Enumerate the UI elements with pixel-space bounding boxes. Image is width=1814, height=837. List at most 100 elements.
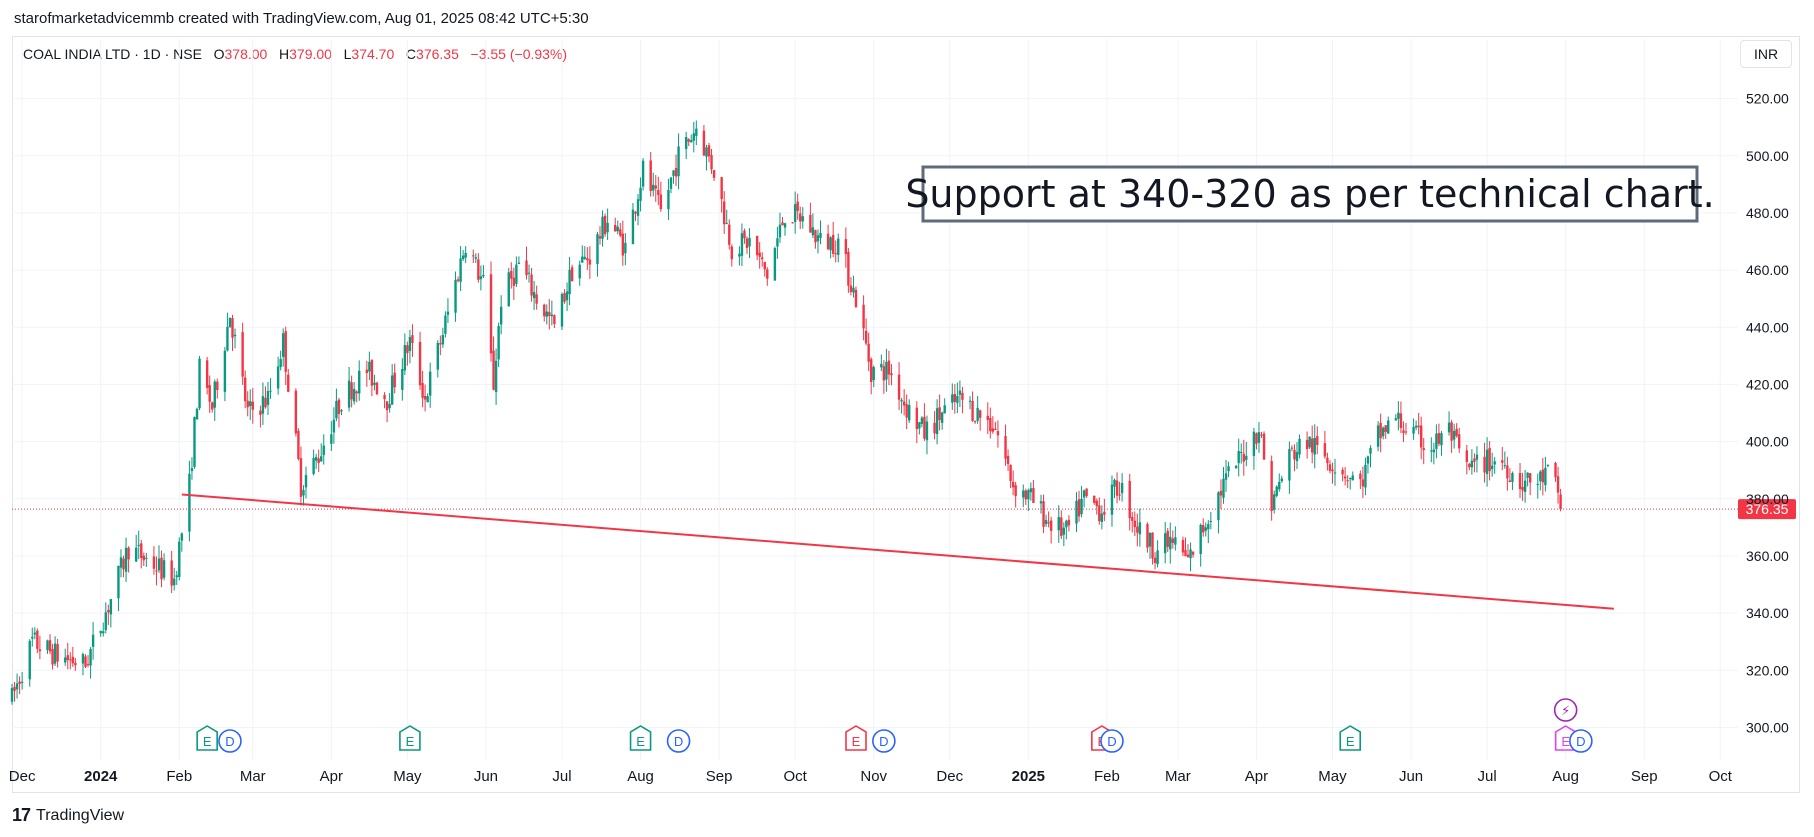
candle-body: [142, 555, 145, 561]
candle-body: [1222, 478, 1225, 498]
candle-body: [532, 292, 536, 299]
candle-body: [791, 222, 794, 224]
candle-body: [1366, 456, 1370, 464]
candle-body: [383, 394, 386, 400]
candle-body: [548, 311, 551, 316]
candle-body: [956, 396, 959, 403]
candle-body: [33, 632, 37, 635]
candle-body: [1189, 549, 1192, 559]
candle-body: [880, 363, 883, 368]
candle-body: [464, 252, 467, 258]
candle-body: [991, 428, 995, 432]
candle-body: [482, 274, 485, 277]
candle-body: [1237, 451, 1240, 464]
candle-body: [304, 475, 308, 488]
split-event-glyph: ⚡: [1561, 703, 1570, 718]
candle-body: [477, 259, 480, 280]
candle-body: [659, 194, 663, 210]
candle-body: [738, 253, 741, 257]
candle-body: [1103, 511, 1106, 515]
candle-body: [1376, 425, 1380, 447]
candle-body: [978, 410, 982, 418]
candle-body: [1146, 524, 1149, 548]
candle-body: [472, 255, 475, 257]
candle-body: [755, 235, 759, 256]
candle-body: [489, 274, 493, 354]
annotation-box: [921, 165, 1699, 223]
candle-body: [340, 410, 343, 412]
candle-body: [1067, 519, 1071, 526]
candle-body: [657, 189, 660, 195]
candle-body: [335, 400, 338, 419]
candle-body: [639, 187, 642, 201]
candle-body: [1133, 520, 1136, 528]
x-tick-label: Nov: [860, 768, 887, 785]
last-price-tag: [1738, 499, 1796, 520]
candle-body: [968, 400, 972, 402]
candle-body: [1430, 450, 1433, 452]
overlay-layer: 376.35 Support at 340-320 as per technica…: [12, 165, 1796, 753]
candle-body: [606, 222, 609, 233]
axes-layer: 300.00 320.00 340.00 360.00 380.00 400.00 420.…: [9, 91, 1789, 785]
y-tick-label: 480.00: [1746, 205, 1789, 221]
candle-body: [849, 285, 853, 292]
high-value: 379.00: [289, 46, 332, 62]
candle-body: [1293, 449, 1296, 460]
candle-body: [1131, 516, 1134, 521]
candle-body: [690, 140, 693, 143]
candle-body: [905, 404, 908, 418]
y-tick-label: 440.00: [1746, 319, 1789, 335]
candle-body: [18, 681, 21, 685]
candle-body: [603, 215, 607, 235]
candle-body: [581, 256, 584, 263]
candle-body: [624, 242, 627, 254]
candle-body: [801, 216, 804, 222]
candle-body: [299, 458, 303, 497]
candle-body: [1526, 472, 1529, 478]
candle-body: [654, 185, 657, 189]
candle-body: [1369, 447, 1372, 454]
candle-body: [1331, 469, 1334, 472]
chart-credit: starofmarketadvicemmb created with Tradi…: [14, 10, 589, 27]
candle-body: [428, 371, 432, 396]
x-tick-label: Aug: [627, 768, 654, 785]
high-label: H: [279, 46, 290, 62]
candle-body: [761, 257, 764, 260]
candle-body: [1039, 501, 1043, 504]
candle-body: [1506, 465, 1509, 479]
candle-body: [1437, 432, 1441, 444]
candle-body: [264, 397, 267, 408]
candle-body: [933, 422, 936, 434]
x-tick-label: Apr: [1245, 768, 1268, 785]
candle-body: [1224, 473, 1228, 480]
candle-body: [51, 649, 54, 665]
candle-body: [180, 533, 184, 541]
candle-body: [1022, 490, 1025, 498]
candle-body: [1227, 466, 1230, 472]
candle-body: [281, 333, 285, 357]
candle-body: [766, 269, 769, 279]
candle-body: [570, 267, 574, 282]
candle-body: [720, 177, 723, 200]
candle-body: [302, 489, 305, 496]
candle-body: [819, 232, 822, 238]
earnings-event-glyph: E: [1561, 734, 1570, 749]
candle-body: [1011, 481, 1015, 488]
candle-body: [1120, 483, 1124, 494]
candle-body: [436, 343, 439, 370]
candle-body: [1255, 433, 1258, 444]
candle-body: [31, 636, 34, 639]
currency-button[interactable]: INR: [1740, 40, 1792, 68]
tradingview-brand[interactable]: 17 TradingView: [12, 805, 124, 826]
candle-body: [173, 578, 176, 586]
candle-body: [695, 128, 698, 136]
candle-body: [276, 366, 280, 389]
candle-body: [81, 654, 85, 664]
candle-body: [1394, 418, 1398, 421]
open-value: 378.00: [224, 46, 268, 62]
candle-body: [1260, 434, 1263, 436]
candle-body: [1379, 422, 1382, 439]
grid-layer: [12, 40, 1738, 760]
candle-body: [1009, 464, 1012, 482]
